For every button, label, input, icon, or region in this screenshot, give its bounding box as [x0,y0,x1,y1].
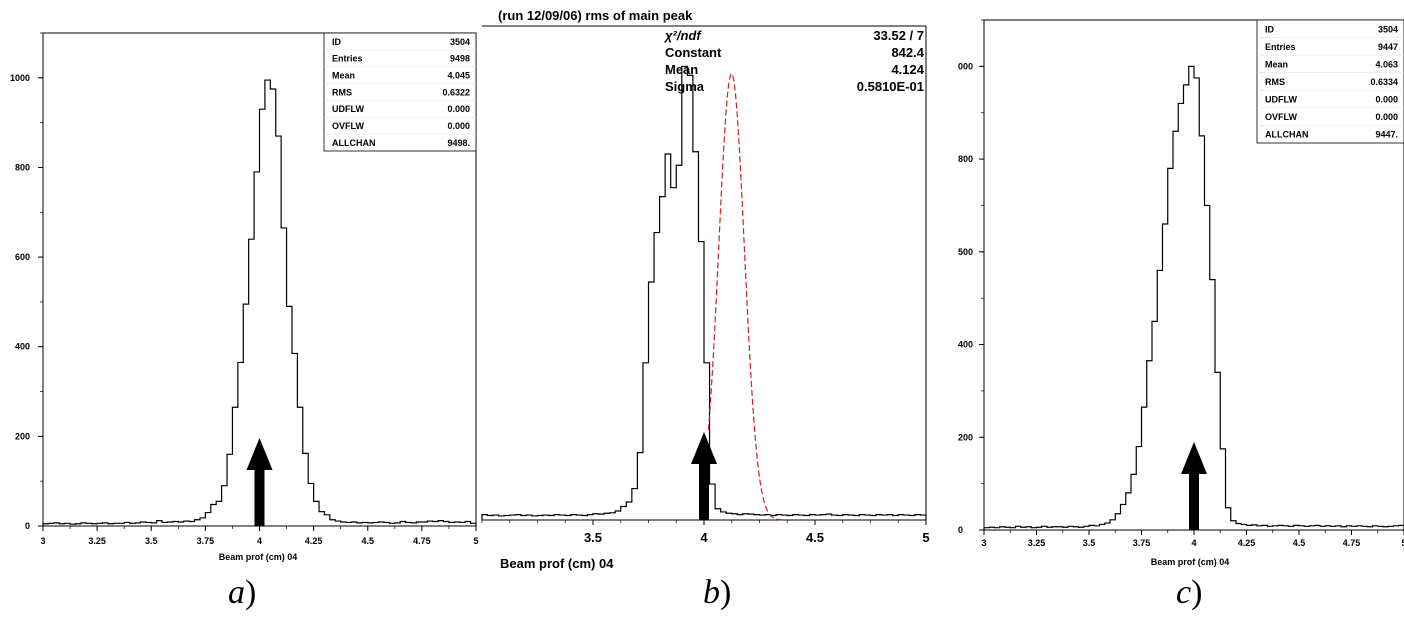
x-tick-label: 3.75 [197,536,215,546]
stats-label: Mean [332,71,355,81]
stats-value: 0.6334 [1370,77,1398,87]
x-tick-label: 4.25 [1238,538,1256,548]
histogram-c: 3 3.25 3.5 3.75 4 4.25 4.5 4.75 5 0 200 400 500 800 00… [958,19,1404,567]
stats-label: Entries [332,54,363,64]
histogram-outline [42,79,477,526]
x-axis-label: Beam prof (cm) 04 [500,556,614,571]
stats-value: 9498 [450,54,470,64]
y-tick-label: 0 [25,521,30,531]
stats-label: ID [332,37,342,47]
panel-letter-b: b) [703,574,732,611]
x-axis-label: Beam prof (cm) 04 [219,552,298,562]
x-tick-label: 4.5 [806,530,824,545]
x-tick-label: 3.5 [145,536,158,546]
fit-stats-label: Constant [665,45,722,60]
y-tick-label: 200 [15,431,30,441]
y-tick-label: 400 [15,342,30,352]
stats-value: 4.045 [447,71,470,81]
stats-value: 0.000 [447,104,470,114]
x-tick-label: 3.25 [88,536,106,546]
stats-value: 0.6322 [442,87,470,97]
stats-value: 0.000 [1375,95,1398,105]
x-tick-label: 3.5 [1083,538,1096,548]
stats-label: Entries [1265,42,1296,52]
x-tick-label: 3.5 [584,530,602,545]
fit-stats-value: 0.5810E-01 [857,79,924,94]
fit-stats-label: χ²/ndf [663,28,702,43]
stats-value: 9447 [1378,42,1398,52]
x-tick-label: 5 [473,536,478,546]
stats-value: 9447. [1375,130,1398,140]
stats-value: 3504 [450,37,470,47]
stats-label: UDFLW [332,104,364,114]
y-tick-label: 600 [15,252,30,262]
x-tick-label: 3.75 [1133,538,1151,548]
stats-value: 0.000 [1375,112,1398,122]
x-tick-label: 4 [257,536,262,546]
stats-label: OVFLW [1265,112,1298,122]
fit-stats-value: 842.4 [891,45,924,60]
y-tick-label: 000 [958,61,973,71]
y-tick-label: 0 [958,525,963,535]
stats-label: ID [1265,24,1275,34]
y-tick-label: 400 [958,340,973,350]
stats-value: 0.000 [447,121,470,131]
stats-box [323,32,477,152]
x-tick-label: 4.25 [305,536,323,546]
histogram-a: 3 3.25 3.5 3.75 4 4.25 4.5 4.75 5 0 200 400 600 800 10… [10,32,479,562]
panel-c: 3 3.25 3.5 3.75 4 4.25 4.5 4.75 5 0 200 400 500 800 00… [950,0,1404,625]
y-tick-label: 500 [958,247,973,257]
x-tick-label: 3 [981,538,986,548]
stats-label: ALLCHAN [332,138,376,148]
panel-b: 3.5 4 4.5 5 Beam prof (cm) 04 (run 12/09/06) … [481,0,930,625]
y-tick-label: 200 [958,432,973,442]
arrow-shaft [1189,472,1199,530]
fit-stats-value: 33.52 / 7 [873,28,924,43]
stats-box [1256,19,1404,144]
x-tick-label: 4.75 [413,536,431,546]
histogram-outline [481,65,927,520]
chart-title: (run 12/09/06) rms of main peak [498,8,693,23]
fit-stats-label: Mean [665,62,698,77]
stats-label: RMS [1265,77,1285,87]
gaussian-fit-curve [707,72,784,521]
panel-letter-a: a) [228,574,257,611]
histogram-outline [983,65,1404,530]
y-tick-label: 800 [15,162,30,172]
panel-a: 3 3.25 3.5 3.75 4 4.25 4.5 4.75 5 0 200 400 600 800 10… [0,0,480,625]
arrow-shaft [254,468,265,526]
fit-stats-value: 4.124 [891,62,924,77]
x-tick-label: 4.5 [361,536,374,546]
x-tick-label: 4 [1191,538,1196,548]
y-tick-label: 1000 [10,73,30,83]
x-tick-label: 4 [700,530,708,545]
x-tick-label: 3.25 [1028,538,1046,548]
x-tick-label: 4.5 [1293,538,1306,548]
stats-label: RMS [332,87,352,97]
x-tick-label: 4.75 [1343,538,1361,548]
stats-label: OVFLW [332,121,365,131]
x-tick-label: 3 [40,536,45,546]
stats-value: 9498. [447,138,470,148]
stats-label: Mean [1265,59,1288,69]
histogram-b: 3.5 4 4.5 5 Beam prof (cm) 04 (run 12/09/06) … [481,8,930,571]
panel-letter-c: c) [1176,574,1203,611]
arrow-head [1181,442,1207,474]
stats-label: ALLCHAN [1265,130,1309,140]
x-axis-label: Beam prof (cm) 04 [1151,557,1230,567]
arrow-head [691,432,717,464]
x-tick-label: 5 [922,530,929,545]
fit-stats-label: Sigma [665,79,705,94]
arrow-head [246,438,273,470]
arrow-shaft [699,462,709,520]
x-tick-label: 5 [1401,538,1404,548]
stats-value: 4.063 [1375,59,1398,69]
stats-value: 3504 [1378,24,1398,34]
stats-label: UDFLW [1265,95,1297,105]
y-tick-label: 800 [958,154,973,164]
